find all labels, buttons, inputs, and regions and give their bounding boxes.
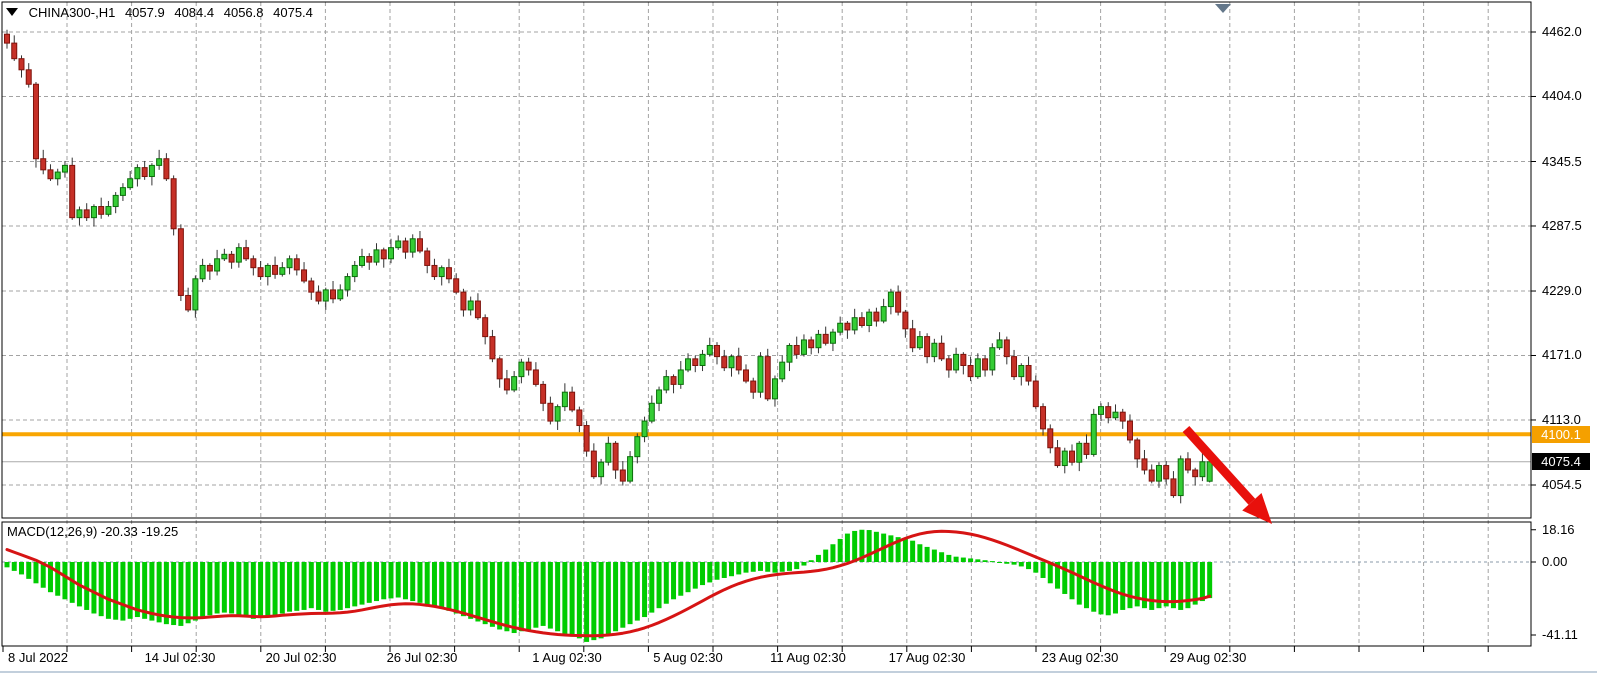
price-tick-label: 4287.5 bbox=[1542, 217, 1582, 233]
time-axis: 8 Jul 2022 14 Jul 02:30 20 Jul 02:30 26 Jul… bbox=[0, 650, 1531, 670]
time-tick-label: 23 Aug 02:30 bbox=[1041, 650, 1119, 665]
price-tick-label: 4171.0 bbox=[1542, 347, 1582, 363]
price-tick-label: 4462.0 bbox=[1542, 24, 1582, 39]
price-tick-label: 4345.5 bbox=[1542, 153, 1582, 169]
time-tick-label: 29 Aug 02:30 bbox=[1169, 650, 1247, 665]
time-tick-label: 11 Aug 02:30 bbox=[770, 650, 846, 665]
time-tick-label: 26 Jul 02:30 bbox=[386, 650, 458, 665]
macd-indicator-label: MACD(12,26,9) -20.33 -19.25 bbox=[7, 524, 179, 539]
gridlines bbox=[2, 2, 1531, 646]
symbol-dropdown-icon[interactable] bbox=[6, 8, 18, 16]
time-tick-label: 14 Jul 02:30 bbox=[144, 650, 216, 665]
time-tick-label: 5 Aug 02:30 bbox=[653, 650, 723, 665]
macd-tick-label: -41.11 bbox=[1542, 627, 1578, 642]
macd-tick-label: 0.00 bbox=[1542, 554, 1568, 569]
quote-open: 4057.9 bbox=[124, 5, 165, 20]
quote-low: 4056.8 bbox=[223, 5, 264, 20]
line-price-badge: 4100.1 bbox=[1532, 425, 1590, 443]
price-tick-label: 4054.5 bbox=[1542, 477, 1582, 492]
axis-tick-marks bbox=[2, 31, 1536, 652]
chart-shift-marker-icon bbox=[1215, 4, 1231, 13]
macd-tick-label: 18.16 bbox=[1542, 521, 1575, 537]
time-tick-label: 17 Aug 02:30 bbox=[888, 650, 966, 665]
symbol-info-bar: CHINA300-,H1 4057.9 4084.4 4056.8 4075.4 bbox=[6, 5, 319, 20]
current-price-badge: 4075.4 bbox=[1532, 453, 1590, 471]
macd-axis: 18.16 0.00 -41.11 bbox=[1536, 0, 1597, 675]
price-tick-label: 4113.0 bbox=[1542, 411, 1581, 427]
trend-arrow-drawing[interactable] bbox=[1182, 425, 1272, 524]
symbol-period-label: CHINA300-,H1 bbox=[28, 5, 116, 20]
time-tick-label: 8 Jul 2022 bbox=[8, 650, 68, 665]
price-axis: 4462.0 4404.0 4345.5 4287.5 4229.0 4171.0 4113… bbox=[1536, 0, 1597, 675]
candlesticks bbox=[4, 29, 1213, 504]
macd-indicator-panel bbox=[4, 529, 1213, 642]
quote-high: 4084.4 bbox=[174, 5, 215, 20]
price-tick-label: 4229.0 bbox=[1542, 283, 1582, 299]
price-level-lines[interactable] bbox=[2, 432, 1531, 463]
time-tick-label: 1 Aug 02:30 bbox=[532, 650, 602, 665]
price-tick-label: 4404.0 bbox=[1542, 88, 1582, 104]
quote-close: 4075.4 bbox=[273, 5, 313, 20]
time-tick-label: 20 Jul 02:30 bbox=[265, 650, 337, 665]
